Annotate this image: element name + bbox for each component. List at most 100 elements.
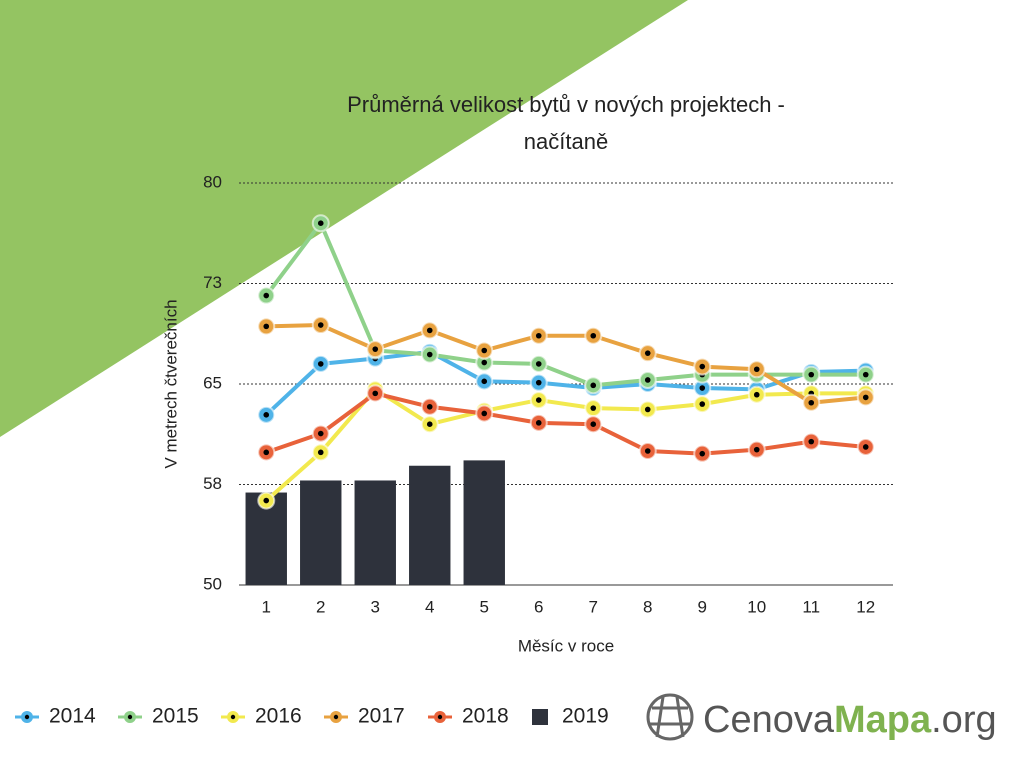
marker-dot (535, 332, 542, 339)
legend-item: 2017 (324, 705, 405, 728)
x-tick-label: 3 (371, 597, 380, 616)
x-axis-label: Měsíc v roce (518, 636, 614, 655)
legend-item: 2015 (118, 705, 199, 728)
marker-dot (590, 421, 597, 428)
marker-dot (481, 359, 488, 366)
marker-dot (699, 363, 706, 370)
x-tick-label: 1 (262, 597, 271, 616)
legend-label: 2014 (49, 705, 96, 728)
x-tick-label: 8 (643, 597, 652, 616)
marker-dot (753, 446, 760, 453)
marker-dot (317, 220, 324, 226)
y-tick-label: 50 (203, 574, 222, 593)
marker-dot (372, 346, 379, 352)
logo-part: .org (931, 699, 996, 741)
logo-globe (646, 693, 694, 741)
marker-dot (481, 378, 488, 385)
y-tick-label: 73 (203, 273, 222, 292)
marker-dot (535, 379, 542, 386)
marker-dot (753, 391, 760, 398)
bar (409, 465, 451, 585)
marker-dot (317, 361, 324, 367)
marker-dot (317, 430, 324, 437)
y-tick-label: 65 (203, 373, 222, 392)
legend-label: 2015 (152, 705, 199, 728)
background-shape (0, 0, 688, 437)
legend-dot (24, 714, 30, 720)
legend-label: 2016 (255, 705, 302, 728)
marker-dot (862, 371, 869, 378)
marker-dot (372, 390, 379, 397)
marker-dot (535, 420, 542, 426)
marker-dot (644, 377, 651, 383)
logo: CenovaMapa.org (646, 693, 997, 741)
logo-part: Cenova (703, 699, 835, 741)
marker-dot (263, 323, 270, 330)
marker-dot (808, 438, 815, 445)
legend-item: 2018 (428, 705, 509, 728)
legend-label: 2019 (562, 705, 609, 728)
marker-dot (753, 366, 760, 373)
marker-dot (317, 449, 324, 456)
marker-dot (862, 444, 869, 450)
legend-swatch (532, 709, 548, 725)
x-tick-label: 4 (425, 597, 434, 616)
logo-grid (650, 696, 690, 738)
chart-subtitle: načítaně (524, 129, 608, 154)
x-tick-label: 7 (589, 597, 598, 616)
logo-part: Mapa (834, 699, 932, 741)
y-axis-label: V metrech čtverečních (161, 299, 180, 468)
logo-text: CenovaMapa.org (703, 699, 997, 741)
series-line (264, 349, 866, 417)
marker-dot (699, 450, 706, 457)
marker-dot (263, 449, 270, 456)
marker-dot (481, 410, 488, 417)
legend-item: 2016 (221, 705, 302, 728)
marker-dot (481, 347, 488, 354)
marker-dot (590, 405, 597, 411)
x-tick-label: 6 (534, 597, 543, 616)
legend-dot (437, 714, 443, 720)
marker-dot (263, 497, 270, 504)
marker-dot (808, 371, 815, 378)
marker-dot (644, 350, 651, 356)
series-line (266, 323, 866, 405)
legend-label: 2018 (462, 705, 509, 728)
marker-dot (263, 292, 270, 299)
marker-dot (699, 385, 706, 391)
x-tick-label: 10 (747, 597, 766, 616)
y-tick-label: 58 (203, 474, 222, 493)
bar (463, 460, 505, 585)
x-tick-label: 2 (316, 597, 325, 616)
marker-dot (426, 351, 433, 358)
legend-dot (333, 714, 339, 720)
chart-title: Průměrná velikost bytů v nových projekte… (347, 92, 785, 117)
marker-dot (590, 382, 597, 389)
marker-dot (426, 403, 433, 410)
marker-dot (535, 397, 542, 403)
marker-dot (644, 448, 651, 454)
marker-dot (263, 412, 270, 418)
series-line (265, 391, 866, 456)
x-tick-label: 11 (802, 597, 820, 616)
legend-label: 2017 (358, 705, 405, 728)
legend-dot (127, 714, 133, 720)
x-tick-label: 12 (856, 597, 875, 616)
bar (300, 480, 342, 585)
marker-dot (535, 361, 542, 367)
marker-dot (426, 327, 433, 334)
marker-dot (699, 401, 706, 407)
bar (354, 480, 396, 585)
marker-dot (317, 322, 324, 328)
legend-item: 2014 (15, 705, 96, 728)
legend-dot (230, 714, 236, 720)
marker-dot (862, 394, 869, 401)
x-tick-label: 9 (698, 597, 707, 616)
marker-dot (808, 399, 815, 406)
legend-item: 2019 (532, 705, 609, 728)
x-tick-label: 5 (480, 597, 489, 616)
y-tick-label: 80 (203, 172, 222, 191)
marker-dot (590, 332, 597, 339)
marker-dot (426, 421, 433, 428)
